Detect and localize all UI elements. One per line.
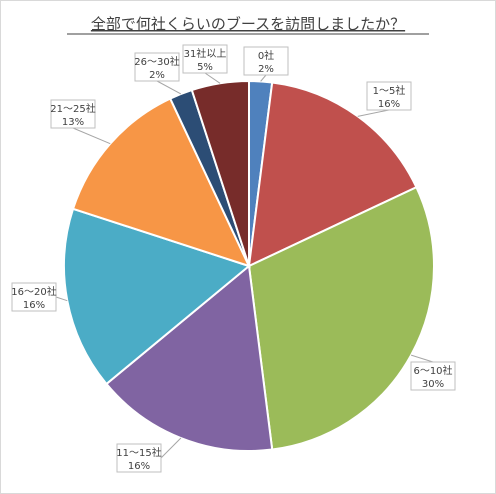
data-label-box [116,443,162,473]
pie-slice-2 [247,81,418,268]
label-leader-lines [55,72,434,459]
data-label-category: 11～15社 [116,446,161,459]
data-label-box [50,99,96,129]
data-label-percent: 16% [128,461,150,472]
leader-line [260,74,267,82]
data-label-category: 31社以上 [184,47,227,60]
data-label-percent: 13% [62,117,84,128]
data-label-box [182,44,228,74]
leader-line [72,127,111,145]
data-label-box [243,46,289,76]
leader-line [160,437,182,459]
data-label-category: 0社 [258,49,274,62]
leader-line [204,72,221,84]
data-label-percent: 30% [422,379,444,390]
data-label-percent: 16% [23,300,45,311]
data-label-category: 21～25社 [50,102,95,115]
leader-line [357,109,390,117]
leader-line [55,296,68,302]
data-label-percent: 16% [378,99,400,110]
data-label-box [134,52,180,82]
chart-title: 全部で何社くらいのブースを訪問しましたか？ [91,15,405,33]
data-label-category: 1～5社 [373,84,406,97]
data-label-category: 6～10社 [413,364,452,377]
leader-line [410,354,434,363]
pie-slices [63,79,435,452]
data-label-box [366,81,412,111]
pie-slice-4 [105,264,274,452]
data-label-percent: 2% [258,64,274,75]
leader-line [156,80,182,95]
data-label-box [11,282,57,312]
data-label-percent: 2% [149,70,165,81]
data-label-category: 26～30社 [134,55,179,68]
pie-slice-5 [63,207,252,386]
data-label-box [410,361,456,391]
data-label-percent: 5% [197,62,213,73]
data-label-category: 16～20社 [11,285,56,298]
data-labels: 0社 2% 1～5社 16% 6～10社 30% 11～15社 16% 16～20社 16% 21～… [11,44,456,473]
pie-slice-3 [247,185,435,451]
